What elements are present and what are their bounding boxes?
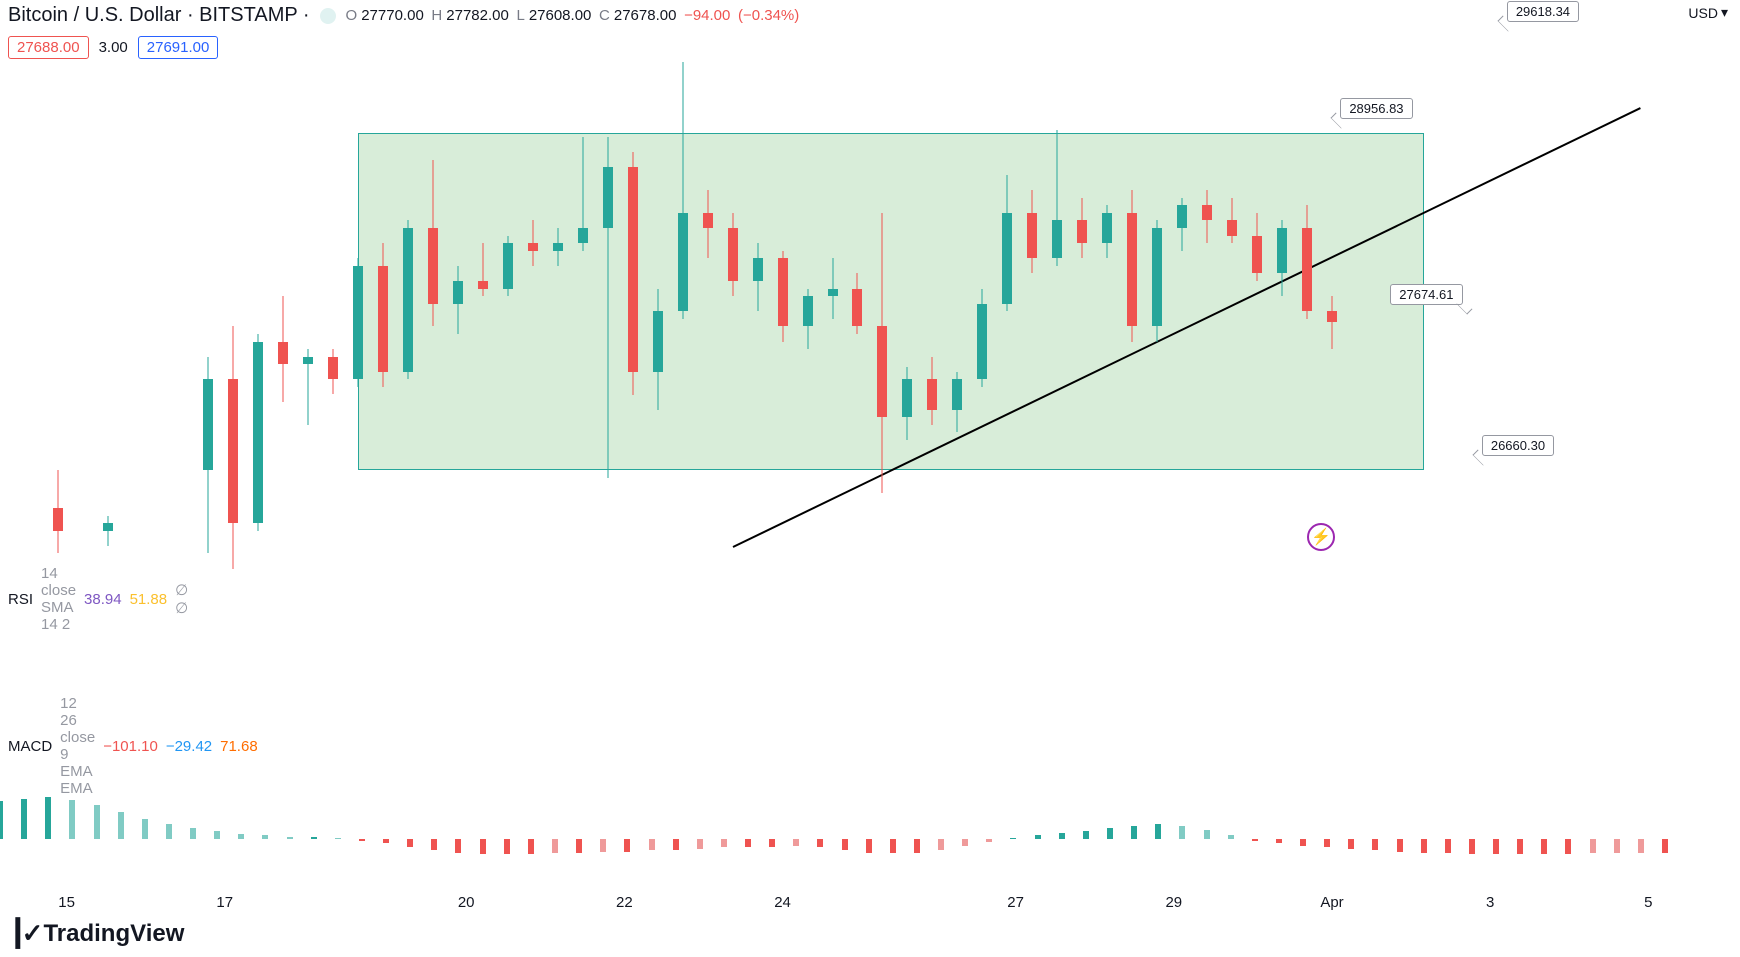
currency-dropdown[interactable]: USD▾ <box>1688 4 1728 21</box>
ohlc-readout: O27770.00 H27782.00 L27608.00 C27678.00 … <box>346 7 804 24</box>
tradingview-logo[interactable]: ┃✓TradingView <box>10 918 184 949</box>
tv-logo-icon: ┃✓ <box>10 918 39 949</box>
ask-price[interactable]: 27691.00 <box>138 36 219 59</box>
symbol-text[interactable]: Bitcoin / U.S. Dollar · BITSTAMP · <box>8 4 310 27</box>
bid-price[interactable]: 27688.00 <box>8 36 89 59</box>
spread: 3.00 <box>99 39 128 56</box>
chevron-down-icon: ▾ <box>1721 4 1728 21</box>
chart-header: Bitcoin / U.S. Dollar · BITSTAMP · O2777… <box>8 4 803 27</box>
macd-legend: MACD 12 26 close 9 EMA EMA −101.10 −29.4… <box>8 695 258 797</box>
lightning-icon[interactable]: ⚡ <box>1307 523 1335 551</box>
market-status-dot <box>320 8 336 24</box>
rsi-legend: RSI 14 close SMA 14 2 38.94 51.88 ∅ ∅ <box>8 565 188 633</box>
time-axis[interactable]: 15172022242729Apr357 <box>0 880 1740 930</box>
bid-ask-row: 27688.00 3.00 27691.00 <box>8 36 218 59</box>
